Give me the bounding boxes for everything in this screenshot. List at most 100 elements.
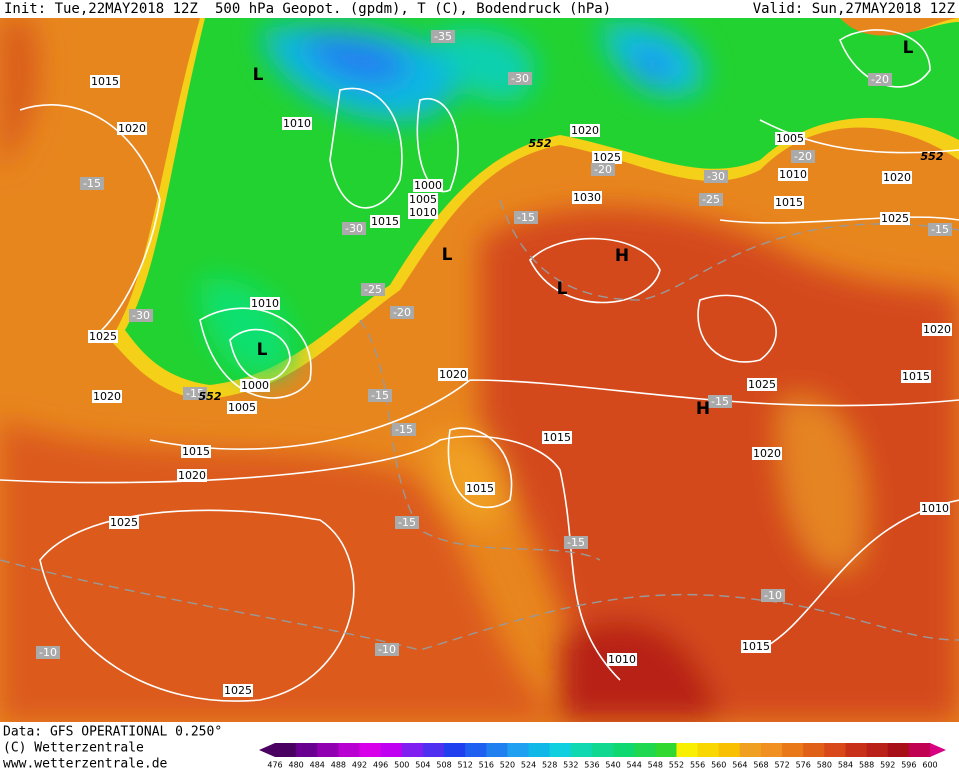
colorbar-label: 540 [605,761,620,770]
pressure-label: 1010 [283,117,311,130]
colorbar-swatch [824,743,846,757]
pressure-label: 1025 [110,516,138,529]
pressure-label: 1015 [775,196,803,209]
pressure-label-box [227,401,257,414]
colorbar-label: 596 [901,761,916,770]
colorbar-label: 568 [753,761,768,770]
colorbar-swatch [782,743,804,757]
pressure-label-box [438,368,468,381]
geopotential-label: 552 [199,390,222,403]
pressure-label-box [572,191,602,204]
pressure-label: 1015 [466,482,494,495]
pressure-label-box [240,379,270,392]
colorbar-swatch [507,743,530,757]
valid-time: Valid: Sun,27MAY2018 12Z [753,1,955,17]
pressure-label: 1020 [883,171,911,184]
pressure-label-box [92,390,122,403]
temperature-label: -15 [395,423,413,436]
temperature-label: -15 [83,177,101,190]
temperature-label: -20 [794,150,812,163]
pressure-center: L [442,245,453,265]
pressure-label: 1010 [779,168,807,181]
colorbar-swatch [845,743,868,757]
colorbar-label: 552 [669,761,684,770]
colorbar-swatch [676,743,699,757]
pressure-label: 1025 [224,684,252,697]
colorbar-label: 496 [373,761,388,770]
colorbar-label: 528 [542,761,557,770]
pressure-label-box [747,378,777,391]
colorbar-swatch [908,743,931,757]
colorbar-swatch [739,743,762,757]
pressure-label: 1000 [414,179,442,192]
colorbar-swatch [887,743,910,757]
temperature-label-box [704,170,728,183]
pressure-label-box [250,297,280,310]
pressure-label-box [542,431,572,444]
init-time: Init: Tue,22MAY2018 12Z [4,1,198,17]
pressure-label-box [177,469,207,482]
colorbar: 476 480 484 488 492 496 500 504 508 512 516 520 524 5… [259,743,946,770]
temperature-label-box [564,536,588,549]
colorbar-label: 600 [922,761,937,770]
pressure-label: 1025 [593,151,621,164]
colorbar-label: 536 [584,761,599,770]
pressure-label: 1010 [409,206,437,219]
temperature-label-box [390,306,414,319]
pressure-label: 1025 [748,378,776,391]
pressure-label: 1015 [182,445,210,458]
pressure-label: 1025 [89,330,117,343]
pressure-label-box [901,370,931,383]
colorbar-swatch [275,743,297,757]
temperature-label: -35 [434,30,452,43]
temperature-label-box [395,516,419,529]
colorbar-label: 572 [774,761,789,770]
footer-line: www.wetterzentrale.de [3,757,168,770]
pressure-label: 1015 [91,75,119,88]
temperature-label: -15 [371,389,389,402]
colorbar-label: 592 [880,761,895,770]
pressure-label: 1020 [753,447,781,460]
colorbar-swatch [866,743,889,757]
colorbar-end [259,743,275,757]
pressure-center: H [615,246,629,266]
temperature-label-box [129,309,153,322]
pressure-label: 1025 [881,212,909,225]
pressure-center: H [696,399,710,419]
colorbar-label: 560 [711,761,726,770]
temperature-label-box [699,193,723,206]
colorbar-swatch [718,743,741,757]
colorbar-label: 508 [436,761,451,770]
pressure-label: 1020 [571,124,599,137]
temperature-label: -20 [594,163,612,176]
pressure-center: L [903,38,914,58]
colorbar-label: 576 [796,761,811,770]
colorbar-label: 548 [648,761,663,770]
pressure-label-box [90,75,120,88]
pressure-label: 1005 [228,401,256,414]
pressure-label-box [181,445,211,458]
pressure-label: 1020 [118,122,146,135]
colorbar-label: 556 [690,761,705,770]
pressure-center: L [557,279,568,299]
temperature-label-box [342,222,366,235]
pressure-label-box [778,168,808,181]
temperature-label: -25 [364,283,382,296]
pressure-label-box [117,122,147,135]
pressure-label: 1015 [902,370,930,383]
pressure-label-box [370,215,400,228]
colorbar-swatch [760,743,783,757]
temperature-label: -30 [345,222,363,235]
temperature-label: -15 [398,516,416,529]
map-title: 500 hPa Geopot. (gpdm), T (C), Bodendruc… [215,1,611,17]
colorbar-label: 580 [817,761,832,770]
colorbar-label: 564 [732,761,747,770]
temperature-label-box [36,646,60,659]
temperature-label: -20 [871,73,889,86]
colorbar-swatch [465,743,487,757]
pressure-label-box [282,117,312,130]
colorbar-label: 584 [838,761,853,770]
temperature-label: -15 [711,395,729,408]
temperature-label: -10 [39,646,57,659]
